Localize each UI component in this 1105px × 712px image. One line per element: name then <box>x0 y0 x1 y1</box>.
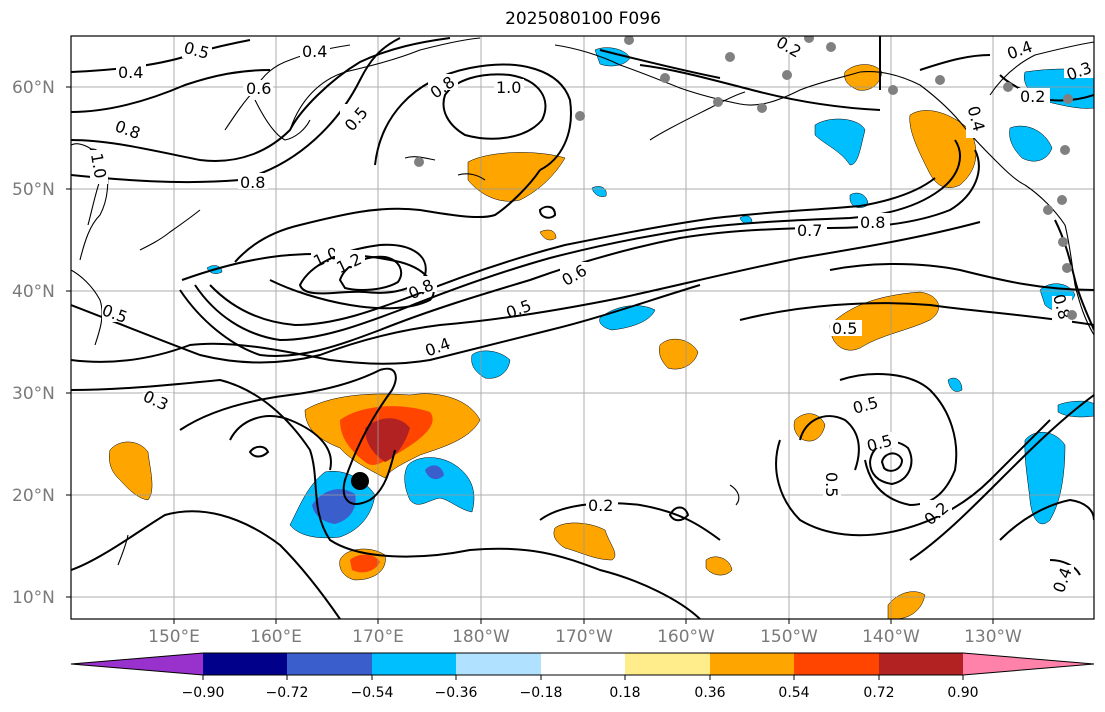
coastlines <box>71 37 1094 566</box>
contour-label: 0.4 <box>302 42 327 61</box>
lon-label: 170°W <box>555 627 613 647</box>
station-dot <box>1058 237 1068 247</box>
lon-label: 160°E <box>250 627 302 647</box>
positive-anomaly <box>350 554 380 573</box>
contour-label: 0.2 <box>1020 87 1045 106</box>
lon-label: 170°E <box>352 627 404 647</box>
latitude-labels: 60°N 50°N 40°N 30°N 20°N 10°N <box>12 78 55 608</box>
station-dot <box>935 75 945 85</box>
lon-label: 160°W <box>657 627 715 647</box>
colorbar-segment <box>710 653 794 675</box>
station-dot <box>1003 82 1013 92</box>
positive-anomaly <box>909 110 977 188</box>
colorbar-tick: 0.54 <box>778 685 809 701</box>
colorbar-segment <box>541 653 625 675</box>
station-dot <box>757 103 767 113</box>
colorbar-tick: 0.36 <box>694 685 725 701</box>
station-dot <box>1067 310 1077 320</box>
contour-label: 0.8 <box>860 213 885 232</box>
contour-label: 1.0 <box>87 152 110 180</box>
station-dot <box>575 111 585 121</box>
lon-label: 150°E <box>148 627 200 647</box>
shading-layer <box>109 47 1094 619</box>
negative-anomaly <box>739 215 753 224</box>
lat-label: 20°N <box>12 486 55 506</box>
colorbar-tick: −0.72 <box>266 685 309 701</box>
lon-label: 140°W <box>862 627 920 647</box>
colorbar-tick: −0.54 <box>351 685 394 701</box>
station-dot <box>1057 195 1067 205</box>
center-marker-dot <box>351 472 369 490</box>
colorbar-segment <box>456 653 541 675</box>
lat-label: 40°N <box>12 282 55 302</box>
colorbar-segment <box>625 653 710 675</box>
negative-anomaly <box>404 457 475 513</box>
colorbar-segment <box>794 653 879 675</box>
station-dot <box>888 85 898 95</box>
colorbar-segment <box>963 653 1094 675</box>
lat-label: 50°N <box>12 180 55 200</box>
contour-label: 0.2 <box>588 496 613 515</box>
colorbar-segment <box>372 653 456 675</box>
station-dot <box>782 70 792 80</box>
colorbar-segment <box>879 653 963 675</box>
contour-label: 0.6 <box>246 79 271 98</box>
station-dot <box>725 52 735 62</box>
negative-anomaly <box>1009 125 1053 162</box>
colorbar-tick: 0.18 <box>609 685 640 701</box>
contour-label: 1.0 <box>496 78 521 97</box>
contour-label: 0.4 <box>118 63 143 82</box>
colorbar-segment <box>203 653 287 675</box>
colorbar-tick: −0.36 <box>435 685 478 701</box>
station-dot <box>1062 263 1072 273</box>
negative-anomaly <box>1024 432 1066 525</box>
station-dot <box>414 157 424 167</box>
contour-label: 0.8 <box>240 173 265 192</box>
map-title: 2025080100 F096 <box>505 9 661 29</box>
station-dot <box>660 73 670 83</box>
colorbar-tick: 0.90 <box>947 685 978 701</box>
positive-anomaly <box>705 556 733 576</box>
positive-anomaly <box>109 441 153 501</box>
negative-anomaly <box>814 118 866 166</box>
positive-anomaly <box>539 229 557 241</box>
longitude-labels: 150°E 160°E 170°E 180°W 170°W 160°W 150°… <box>148 627 1022 647</box>
contour-label: 0.5 <box>822 472 841 497</box>
negative-anomaly <box>947 377 963 392</box>
lat-label: 10°N <box>12 588 55 608</box>
lon-label: 180°W <box>452 627 510 647</box>
colorbar-segment <box>287 653 372 675</box>
station-dot <box>624 36 634 45</box>
colorbar-tick: −0.90 <box>182 685 225 701</box>
contour-lines <box>71 36 1094 619</box>
lat-label: 30°N <box>12 384 55 404</box>
lon-label: 150°W <box>760 627 818 647</box>
station-dot <box>713 97 723 107</box>
contour-label: 0.7 <box>797 221 822 240</box>
station-dot <box>1060 145 1070 155</box>
colorbar-tick: −0.18 <box>520 685 563 701</box>
colorbar-tick: 0.72 <box>863 685 894 701</box>
colorbar: −0.90 −0.72 −0.54 −0.36 −0.18 0.18 0.36 … <box>70 652 1095 701</box>
graticule <box>71 36 1094 619</box>
axis-ticks <box>66 86 994 624</box>
station-dot <box>1043 205 1053 215</box>
lon-label: 130°W <box>964 627 1022 647</box>
negative-anomaly <box>425 465 444 480</box>
station-dot <box>1063 94 1073 104</box>
map-border <box>70 35 1095 620</box>
station-markers <box>414 36 1077 320</box>
station-dot <box>826 42 836 52</box>
contour-label: 0.5 <box>832 319 857 338</box>
lat-label: 60°N <box>12 78 55 98</box>
positive-anomaly <box>365 418 410 462</box>
colorbar-segment <box>71 653 203 675</box>
station-dot <box>804 36 814 43</box>
